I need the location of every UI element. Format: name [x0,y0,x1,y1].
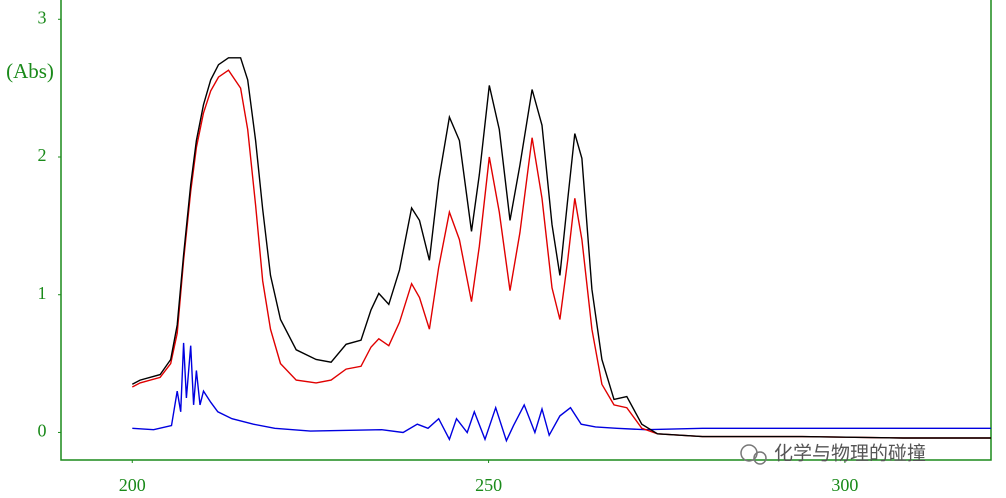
y-axis-label: (Abs) [6,59,54,83]
plot-frame [60,0,992,461]
y-tick-label: 3 [38,7,47,27]
y-tick-label: 0 [38,421,47,441]
x-tick-label: 300 [831,475,858,495]
x-tick-label: 250 [475,475,502,495]
y-tick-label: 2 [38,145,47,165]
y-tick-label: 1 [38,283,47,303]
spectrum-line [131,69,991,439]
x-tick-label: 200 [119,475,146,495]
watermark-icon [740,444,767,465]
spectrum-line [131,57,991,439]
spectrum-line [132,342,991,443]
watermark: 化学与物理的碰撞 [774,443,926,465]
